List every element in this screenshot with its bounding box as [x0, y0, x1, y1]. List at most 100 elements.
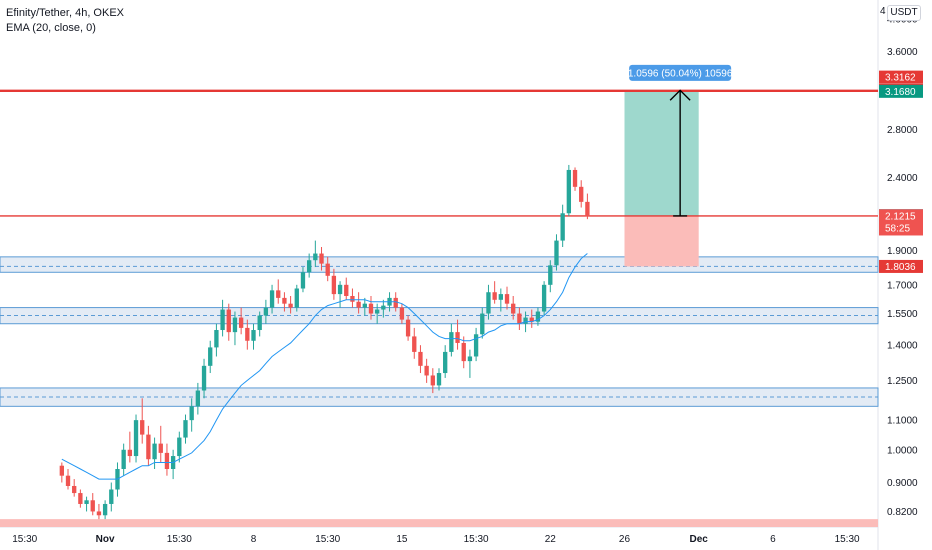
candle-body [356, 301, 361, 308]
ema-line [61, 253, 588, 480]
x-tick-label: Dec [690, 534, 709, 545]
candle-body [455, 332, 460, 343]
x-tick-label: 15:30 [464, 534, 489, 545]
candle-body [473, 334, 479, 357]
stop-zone [624, 215, 699, 267]
candle-body [362, 303, 367, 308]
candles-group [59, 164, 590, 520]
price-badge-label: 3.3162 [885, 73, 916, 84]
candle-body [424, 365, 429, 376]
candle-body [164, 452, 170, 470]
candle-body [560, 213, 565, 241]
candle-body [436, 373, 442, 386]
candle-body [467, 356, 473, 362]
candle-body [443, 351, 448, 374]
price-badge [879, 259, 923, 273]
candle-body [133, 420, 139, 457]
symbol-title: Efinity/Tether, 4h, OKEX [6, 7, 125, 19]
x-tick-label: Nov [96, 534, 115, 545]
x-tick-label: 6 [770, 534, 776, 545]
candle-body [554, 240, 559, 266]
candle-body [127, 449, 133, 457]
currency-unit-button[interactable]: USDT [887, 5, 921, 21]
candle-body [319, 253, 324, 264]
x-tick-label: 15:30 [315, 534, 340, 545]
candle-body [158, 443, 163, 453]
candle-body [183, 420, 188, 438]
candle-body [65, 475, 71, 486]
y-tick-label: 3.6000 [887, 47, 918, 58]
candle-body [399, 307, 405, 320]
y-tick-label: 0.8200 [887, 507, 918, 518]
candle-body [548, 265, 553, 285]
x-tick-label: 26 [619, 534, 631, 545]
candle-body [140, 420, 145, 435]
price-badge [879, 70, 923, 84]
candle-body [72, 485, 77, 494]
axis-unit-number: 4 [880, 6, 886, 17]
price-badge-label: 3.1680 [885, 87, 916, 98]
candle-body [238, 317, 244, 328]
x-tick-label: 15:30 [167, 534, 192, 545]
support-zone-1 [0, 307, 879, 325]
candle-body [84, 500, 89, 504]
x-tick-label: 22 [545, 534, 557, 545]
candle-body [325, 263, 330, 276]
x-tick-label: 8 [251, 534, 257, 545]
candle-body [294, 288, 299, 308]
indicator-label: EMA (20, close, 0) [6, 22, 96, 34]
chart-legend: Efinity/Tether, 4h, OKEX EMA (20, close,… [6, 6, 124, 36]
candle-body [201, 365, 207, 391]
target-zone [624, 91, 699, 216]
candle-body [214, 330, 219, 348]
candle-body [579, 186, 584, 202]
candle-body [412, 336, 417, 352]
candle-body [300, 272, 306, 289]
candle-body [350, 295, 355, 302]
x-tick-label: 15:30 [12, 534, 37, 545]
candle-body [492, 292, 497, 300]
support-zone-0 [0, 256, 879, 273]
candle-body [90, 500, 95, 512]
candle-body [121, 449, 126, 470]
y-tick-label: 1.0000 [887, 445, 918, 456]
y-tick-label: 1.1000 [887, 416, 918, 427]
candle-body [480, 313, 485, 335]
measure-info-box [629, 64, 732, 81]
y-tick-label: 0.9000 [887, 478, 918, 489]
candle-body [220, 309, 225, 331]
measure-info-text: 1.0596 (50.04%) 10596 [628, 68, 733, 79]
candle-body [504, 294, 510, 304]
y-tick-label: 1.2500 [887, 376, 918, 387]
candle-body [344, 284, 349, 296]
price-badge [879, 84, 923, 98]
candle-body [306, 260, 312, 273]
candle-body [96, 511, 102, 516]
y-tick-label: 1.4000 [887, 341, 918, 352]
candle-body [257, 315, 262, 331]
candle-body [535, 311, 541, 322]
price-badge-label: 1.8036 [885, 262, 916, 273]
candle-body [195, 390, 201, 407]
candle-body [511, 303, 516, 314]
candle-body [146, 434, 151, 460]
candle-body [541, 284, 547, 312]
candle-body [109, 489, 114, 504]
candle-body [461, 342, 466, 362]
price-badge-label: 2.1215 [885, 211, 916, 222]
candle-body [288, 303, 293, 308]
x-tick-label: 15:30 [835, 534, 860, 545]
y-tick-label: 2.4000 [887, 173, 918, 184]
candle-body [208, 347, 213, 366]
candle-body [523, 317, 528, 324]
candle-body [177, 437, 182, 457]
candle-body [337, 284, 343, 295]
candle-body [226, 309, 231, 333]
candle-body [313, 253, 318, 261]
candle-body [381, 305, 386, 310]
y-tick-label: 1.5500 [887, 309, 918, 320]
candle-body [263, 307, 269, 316]
candle-body [245, 327, 250, 341]
price-badge-countdown: 58:25 [885, 223, 910, 234]
